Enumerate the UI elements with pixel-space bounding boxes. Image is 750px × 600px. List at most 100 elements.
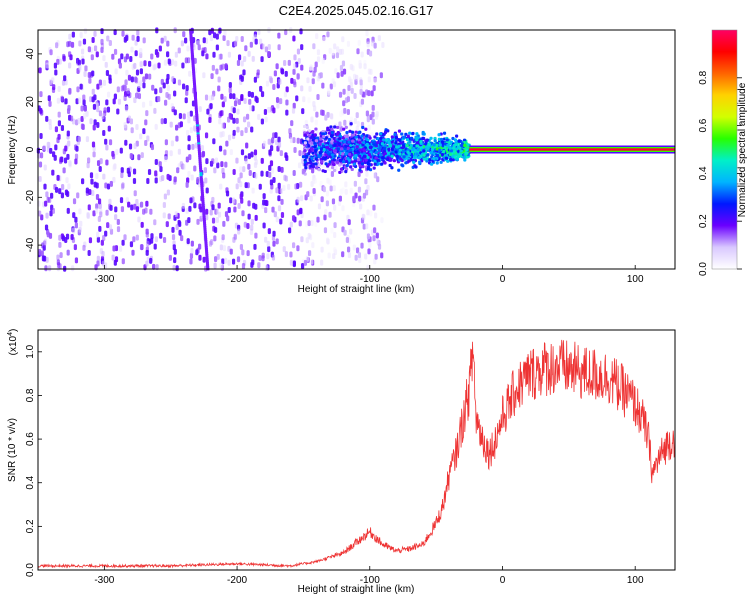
heatmap-cell	[290, 77, 294, 84]
heatmap-cell	[454, 143, 458, 147]
heatmap-cell	[345, 163, 349, 168]
heatmap-streak-cell	[204, 241, 208, 245]
heatmap-cell	[235, 157, 239, 164]
snr-frame	[37, 329, 676, 571]
heatmap-cell	[187, 170, 191, 177]
heatmap-cell	[78, 226, 82, 233]
heatmap-cell	[344, 188, 348, 195]
heatmap-cell	[171, 76, 175, 83]
heatmap-cell	[221, 167, 225, 174]
heatmap-streak-cell	[199, 172, 203, 175]
heatmap-cell	[154, 88, 158, 95]
heatmap-cell	[388, 144, 392, 148]
heatmap-cell	[310, 147, 314, 151]
heatmap-cell	[204, 177, 208, 184]
heatmap-cell	[220, 93, 224, 100]
heatmap-cell	[169, 121, 173, 128]
heatmap-cell	[439, 160, 443, 164]
heatmap-cell	[292, 260, 296, 267]
heatmap-cell	[240, 36, 244, 43]
heatmap-cell	[315, 111, 319, 118]
heatmap-cell	[154, 236, 159, 243]
heatmap-cell	[346, 246, 351, 253]
heatmap-cell	[68, 33, 72, 40]
heatmap-cell	[350, 160, 354, 164]
heatmap-cell	[66, 249, 70, 256]
heatmap-cell	[44, 224, 49, 231]
heatmap-cell	[162, 212, 166, 219]
heatmap-cell	[251, 259, 255, 266]
heatmap-cell	[388, 163, 392, 168]
heatmap-cell	[275, 139, 279, 146]
heatmap-cell	[213, 227, 218, 234]
heatmap-cell	[296, 209, 300, 216]
heatmap-cell	[359, 203, 363, 210]
heatmap-cell	[198, 106, 202, 113]
heatmap-cell	[394, 135, 399, 140]
heatmap-cell	[135, 69, 140, 76]
heatmap-cell	[229, 248, 233, 255]
heatmap-streak-cell	[201, 204, 205, 207]
heatmap-streak-cell	[191, 60, 195, 64]
heatmap-cell	[225, 140, 229, 147]
heatmap-cell	[364, 178, 368, 185]
heatmap-cell	[267, 106, 271, 113]
heatmap-cell	[161, 175, 165, 182]
heatmap-cell	[98, 166, 102, 173]
heatmap-streak-cell	[194, 106, 198, 110]
heatmap-cell	[163, 193, 167, 200]
heatmap-streak-cell	[194, 100, 198, 104]
heatmap-cell	[353, 180, 357, 187]
heatmap-cell	[266, 240, 270, 247]
heatmap-cell	[150, 233, 154, 240]
heatmap-streak-cell	[193, 88, 197, 92]
heatmap-cell	[102, 130, 106, 137]
heatmap-cell	[127, 115, 131, 122]
heatmap-cell	[150, 144, 155, 151]
heatmap-cell	[373, 162, 377, 166]
heatmap-cell	[39, 91, 43, 98]
heatmap-cell	[349, 78, 353, 85]
heatmap-cell	[170, 59, 175, 66]
heatmap-cell	[366, 184, 370, 191]
heatmap-cell	[417, 156, 422, 160]
heatmap-cell	[248, 98, 252, 105]
heatmap-cell	[146, 177, 150, 184]
heatmap-cell	[330, 138, 334, 142]
heatmap-cell	[362, 223, 366, 230]
heatmap-cell	[369, 210, 373, 217]
heatmap-cell	[82, 244, 86, 251]
heatmap-cell	[449, 149, 453, 153]
heatmap-cell	[321, 132, 325, 136]
heatmap-cell	[79, 83, 83, 90]
heatmap-cell	[186, 238, 190, 245]
heatmap-cell	[82, 38, 87, 45]
heatmap-cell	[115, 149, 119, 156]
heatmap-cell	[326, 150, 330, 155]
heatmap-cell	[406, 134, 410, 138]
heatmap-cell	[130, 127, 134, 134]
heatmap-cell	[413, 149, 418, 153]
heatmap-cell	[347, 252, 352, 259]
heatmap-cell	[129, 241, 134, 248]
heatmap-cell	[367, 76, 371, 83]
heatmap-cell	[90, 178, 94, 185]
heatmap-cell	[118, 62, 122, 69]
heatmap-cell	[330, 166, 335, 170]
heatmap-cell	[288, 128, 292, 135]
heatmap-cell	[68, 161, 72, 168]
heatmap-cell	[282, 184, 286, 191]
heatmap-cell	[116, 226, 121, 233]
colorbar-label: Normalized spectral amplitude	[737, 82, 748, 217]
y-tick-label: 0.0	[25, 563, 36, 577]
heatmap-cell	[374, 253, 378, 260]
heatmap-cell	[95, 182, 99, 189]
heatmap-cell	[289, 251, 293, 258]
heatmap-cell	[292, 102, 296, 109]
heatmap-cell	[377, 148, 382, 152]
heatmap-cell	[315, 33, 319, 40]
heatmap-cell	[378, 153, 383, 157]
heatmap-cell	[430, 150, 434, 154]
heatmap-cell	[306, 137, 310, 141]
heatmap-cell	[253, 243, 257, 250]
